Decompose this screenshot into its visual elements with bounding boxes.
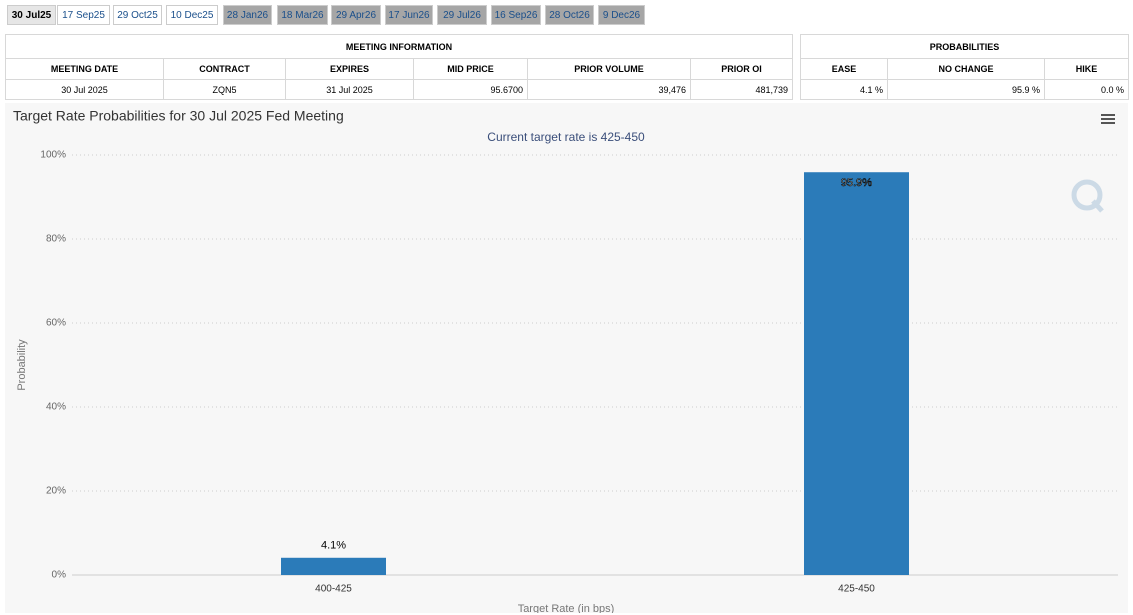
cell: 0.0 % — [1044, 79, 1129, 100]
data-label: 4.1% — [321, 540, 346, 552]
y-tick-label: 60% — [46, 318, 66, 329]
tab[interactable]: 30 Jul25 — [7, 5, 56, 25]
cell: 4.1 % — [800, 79, 888, 100]
watermark-q — [1071, 179, 1103, 211]
table: PROBABILITIES EASE NO CHANGE HIKE 4.1 % 95.9 … — [800, 34, 1129, 100]
column-header: EASE — [800, 58, 888, 80]
column-header: NO CHANGE — [887, 58, 1045, 80]
tab[interactable]: 17 Jun26 — [385, 5, 433, 25]
x-tick-label: 400-425 — [315, 584, 352, 595]
table-title: PROBABILITIES — [800, 34, 1129, 59]
y-tick-label: 80% — [46, 234, 66, 245]
column-header: MEETING DATE — [5, 58, 164, 80]
menu-bar[interactable] — [1101, 118, 1115, 120]
cell: 31 Jul 2025 — [285, 79, 414, 100]
chart-title: Target Rate Probabilities for 30 Jul 202… — [13, 108, 344, 124]
column-header: MID PRICE — [413, 58, 528, 80]
y-tick-label: 40% — [46, 402, 66, 413]
column-header: CONTRACT — [163, 58, 286, 80]
tab[interactable]: 18 Mar26 — [277, 5, 328, 25]
data-label: 95.9% — [841, 177, 872, 189]
x-tick-label: 425-450 — [838, 584, 875, 595]
column-header: PRIOR VOLUME — [527, 58, 691, 80]
column-header: PRIOR OI — [689, 58, 794, 80]
cell: 30 Jul 2025 — [5, 79, 164, 100]
watermark — [1071, 179, 1104, 213]
column-header: HIKE — [1044, 58, 1129, 80]
x-axis-title: Target Rate (in bps) — [518, 603, 615, 613]
column-header: EXPIRES — [285, 58, 414, 80]
title-row: PROBABILITIES — [800, 34, 1129, 59]
tab[interactable]: 29 Oct25 — [113, 5, 162, 25]
table: MEETING INFORMATION MEETING DATE CONTRACT E… — [4, 34, 794, 100]
tab[interactable]: 10 Dec25 — [166, 5, 218, 25]
bar — [281, 557, 386, 575]
y-tick-label: 0% — [52, 570, 67, 581]
chart-subtitle: Current target rate is 425-450 — [487, 130, 645, 144]
bar — [804, 172, 909, 575]
tab[interactable]: 29 Apr26 — [331, 5, 381, 25]
cell: 95.9 % — [887, 79, 1045, 100]
tab[interactable]: 16 Sep26 — [491, 5, 541, 25]
tab[interactable]: 29 Jul26 — [437, 5, 487, 25]
data-row: 4.1 % 95.9 % 0.0 % — [800, 79, 1129, 100]
tab[interactable]: 17 Sep25 — [57, 5, 110, 25]
cell: ZQN5 — [163, 79, 286, 100]
title-row: MEETING INFORMATION — [4, 34, 794, 59]
watermark-tail — [1091, 199, 1104, 213]
header-row: MEETING DATE CONTRACT EXPIRES MID PRICE PRIO… — [5, 58, 794, 80]
tab[interactable]: 28 Oct26 — [545, 5, 594, 25]
cell: 95.6700 — [413, 79, 528, 100]
table-title: MEETING INFORMATION — [4, 34, 794, 59]
tab[interactable]: 9 Dec26 — [598, 5, 645, 25]
menu-icon[interactable] — [1101, 114, 1115, 124]
data-row: 30 Jul 2025 ZQN5 31 Jul 2025 95.6700 39,476 4… — [5, 79, 794, 100]
tab[interactable]: 28 Jan26 — [223, 5, 272, 25]
header-row: EASE NO CHANGE HIKE — [800, 58, 1129, 80]
y-axis-title: Probability — [16, 339, 28, 391]
menu-bar[interactable] — [1101, 122, 1115, 124]
y-tick-label: 20% — [46, 486, 66, 497]
menu-bar[interactable] — [1101, 114, 1115, 116]
y-tick-label: 100% — [40, 150, 66, 161]
chart: Target Rate Probabilities for 30 Jul 202… — [5, 103, 1128, 613]
cell: 39,476 — [527, 79, 691, 100]
cell: 481,739 — [689, 79, 794, 100]
